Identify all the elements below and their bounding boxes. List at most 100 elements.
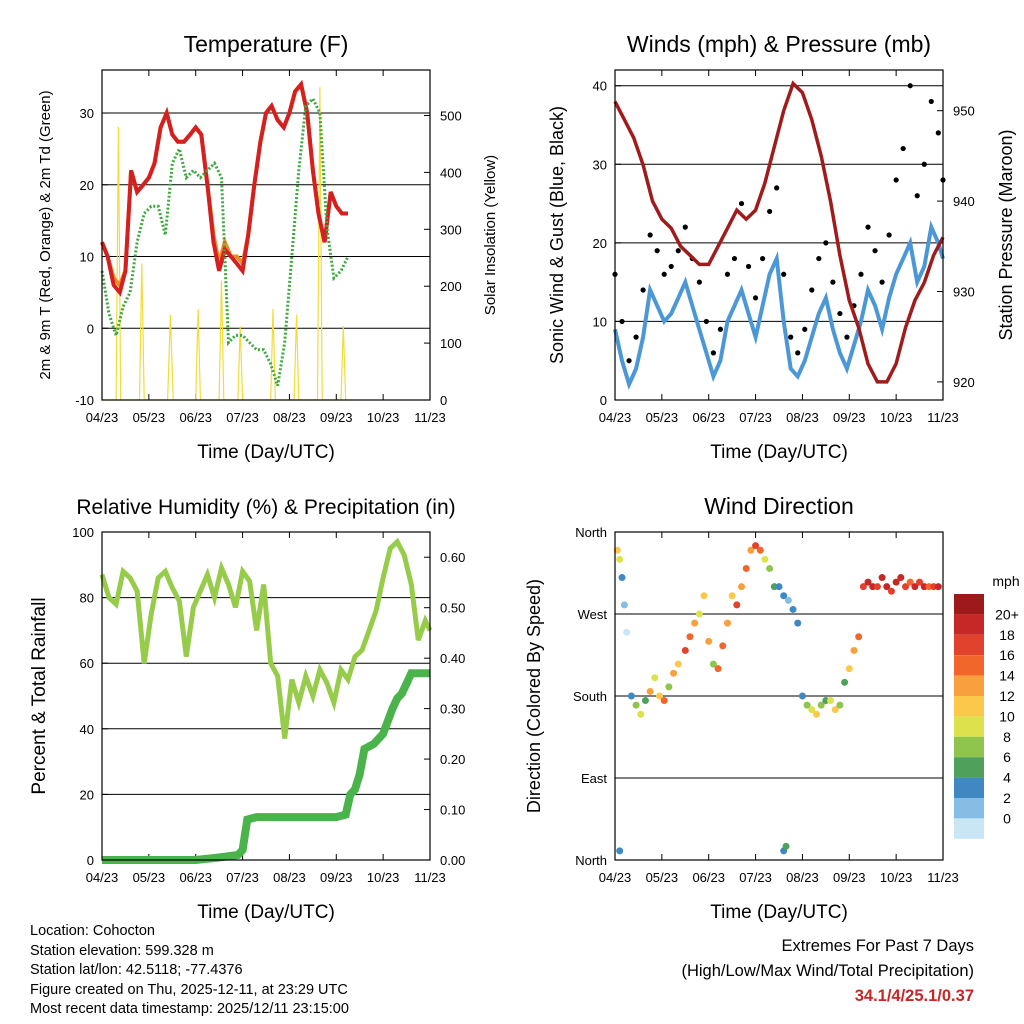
y2-tick-label: 200 xyxy=(440,279,462,294)
gust-point xyxy=(682,224,688,230)
chart-title: Relative Humidity (%) & Precipitation (i… xyxy=(76,496,455,519)
direction-point xyxy=(864,578,872,586)
y-tick-label: 40 xyxy=(80,722,94,737)
chart-title: Winds (mph) & Pressure (mb) xyxy=(627,31,931,57)
colorbar-swatch xyxy=(954,716,984,737)
colorbar-swatch xyxy=(954,655,984,676)
panel-temperature: Temperature (F) Time (Day/UTC) 2m & 9m T (… xyxy=(37,31,499,463)
y-tick-label: 100 xyxy=(72,525,94,540)
panel-humidity: Relative Humidity (%) & Precipitation (i… xyxy=(29,496,465,923)
colorbar-swatch xyxy=(954,675,984,696)
gust-point xyxy=(809,287,815,293)
extremes-values: 34.1/4/25.1/0.37 xyxy=(854,987,974,1005)
gust-point xyxy=(921,161,927,167)
x-tick-label: 06/23 xyxy=(692,410,725,425)
direction-point xyxy=(691,619,699,627)
direction-point xyxy=(916,578,924,586)
y2-tick-label: 0 xyxy=(440,393,447,408)
y-tick-label: 40 xyxy=(593,79,607,94)
direction-point xyxy=(841,678,849,686)
extremes-subtitle: (High/Low/Max Wind/Total Precipitation) xyxy=(681,962,974,980)
x-tick-label: 07/23 xyxy=(739,870,772,885)
gust-point xyxy=(837,310,843,317)
y2-tick-label: 0.20 xyxy=(440,752,465,767)
y2-tick-label: 0.30 xyxy=(440,702,465,717)
y-tick-label: 10 xyxy=(80,250,94,265)
x-tick-label: 07/23 xyxy=(226,870,259,885)
direction-label: North xyxy=(575,525,607,540)
location-text: Location: Cohocton xyxy=(30,923,155,939)
gust-point xyxy=(928,98,934,105)
x-axis-label: Time (Day/UTC) xyxy=(710,902,848,923)
x-tick-label: 07/23 xyxy=(739,410,772,425)
direction-point xyxy=(651,674,659,682)
direction-point xyxy=(733,601,741,609)
gust-point xyxy=(731,255,738,262)
gust-point xyxy=(619,318,625,325)
direction-point xyxy=(714,665,722,673)
direction-point xyxy=(780,592,788,600)
direction-point xyxy=(794,619,802,627)
recent-data-text: Most recent data timestamp: 2025/12/11 2… xyxy=(30,1001,349,1017)
y2-tick-label: 0.00 xyxy=(440,853,465,868)
colorbar-label: 12 xyxy=(999,688,1015,704)
gust-point xyxy=(696,279,702,285)
gust-point xyxy=(633,334,639,340)
direction-point xyxy=(747,546,755,554)
plot-border xyxy=(614,531,944,861)
x-tick-label: 11/23 xyxy=(927,870,959,885)
gust-point xyxy=(752,295,759,301)
gust-point xyxy=(872,248,878,254)
x-tick-label: 11/23 xyxy=(927,410,959,425)
y2-tick-label: 930 xyxy=(953,285,975,300)
direction-point xyxy=(789,605,797,613)
x-tick-label: 10/23 xyxy=(880,410,913,425)
direction-point xyxy=(850,646,858,654)
x-tick-label: 04/23 xyxy=(599,870,632,885)
x-tick-label: 11/23 xyxy=(414,410,446,425)
direction-point xyxy=(906,578,914,586)
y-axis-label: Sonic Wind & Gust (Blue, Black) xyxy=(547,106,567,364)
colorbar-title: mph xyxy=(992,573,1019,589)
gust-point xyxy=(893,177,899,183)
direction-label: South xyxy=(573,689,607,704)
colorbar-label: 10 xyxy=(999,708,1015,724)
direction-point xyxy=(709,660,717,668)
gust-point xyxy=(907,83,913,89)
direction-point xyxy=(670,669,678,677)
y2-tick-label: 500 xyxy=(440,109,462,124)
y-tick-label: 20 xyxy=(593,236,607,251)
direction-point xyxy=(620,601,628,609)
gust-point xyxy=(781,271,787,277)
y-tick-label: 0 xyxy=(87,853,94,868)
gust-point xyxy=(879,279,885,285)
chart-title: Wind Direction xyxy=(704,493,854,519)
wind-speed-line xyxy=(613,220,945,391)
y-tick-label: 10 xyxy=(593,314,607,329)
colorbar-swatch xyxy=(954,594,984,615)
elevation-text: Station elevation: 599.328 m xyxy=(30,942,214,959)
gust-point xyxy=(795,350,801,356)
direction-point xyxy=(761,555,769,563)
colorbar-label: 20+ xyxy=(995,606,1019,622)
direction-point xyxy=(878,574,886,582)
direction-point xyxy=(674,660,682,668)
gust-point xyxy=(788,334,794,340)
direction-label: East xyxy=(581,771,607,786)
direction-point xyxy=(723,619,731,627)
direction-point xyxy=(808,706,816,714)
y2-axis-label: Solar Insolation (Yellow) xyxy=(482,155,499,315)
y-tick-label: -10 xyxy=(75,393,94,408)
direction-point xyxy=(836,701,844,709)
x-tick-label: 10/23 xyxy=(880,870,913,885)
chart-title: Temperature (F) xyxy=(184,31,349,57)
panel-wind_direction: Wind Direction Time (Day/UTC) Direction (C… xyxy=(524,493,959,923)
colorbar-label: 2 xyxy=(1003,790,1011,806)
gust-point xyxy=(935,130,941,136)
direction-point xyxy=(738,583,746,591)
y2-tick-label: 0.50 xyxy=(440,601,465,616)
direction-point xyxy=(845,665,853,673)
x-tick-label: 04/23 xyxy=(86,410,119,425)
y2-axis-label: Station Pressure (Maroon) xyxy=(996,129,1016,340)
